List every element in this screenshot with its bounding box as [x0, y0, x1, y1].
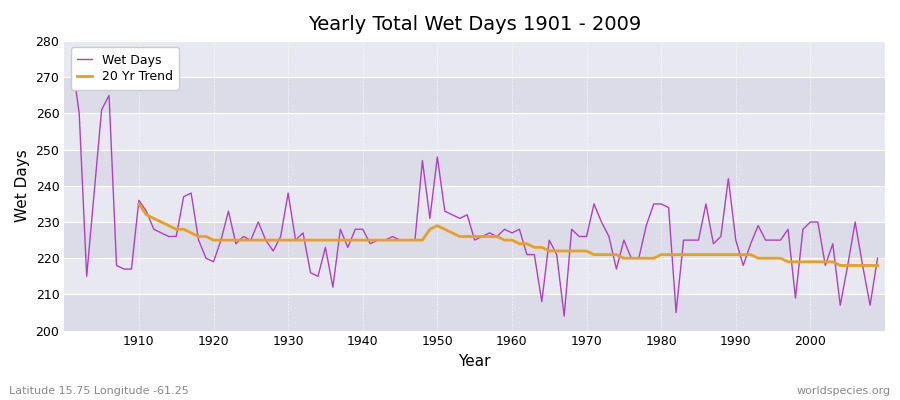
20 Yr Trend	[514, 241, 525, 246]
Wet Days	[872, 256, 883, 261]
Bar	[64, 294, 885, 330]
Text: Latitude 15.75 Longitude -61.25: Latitude 15.75 Longitude -61.25	[9, 386, 189, 396]
Bar	[64, 114, 885, 150]
Wet Days	[126, 267, 137, 272]
Wet Days	[559, 314, 570, 318]
Bar	[64, 77, 885, 114]
Bar	[64, 150, 885, 186]
Bar	[64, 186, 885, 222]
Bar	[64, 222, 885, 258]
Wet Days	[604, 234, 615, 239]
Title: Yearly Total Wet Days 1901 - 2009: Yearly Total Wet Days 1901 - 2009	[308, 15, 642, 34]
Line: Wet Days: Wet Days	[72, 59, 878, 316]
X-axis label: Year: Year	[458, 354, 491, 369]
20 Yr Trend	[275, 238, 286, 242]
Wet Days	[290, 238, 301, 242]
Wet Days	[507, 230, 517, 235]
Wet Days	[67, 57, 77, 62]
20 Yr Trend	[133, 202, 144, 206]
Wet Days	[500, 227, 510, 232]
Bar	[64, 258, 885, 294]
20 Yr Trend	[813, 260, 824, 264]
20 Yr Trend	[305, 238, 316, 242]
Wet Days	[335, 227, 346, 232]
20 Yr Trend	[872, 263, 883, 268]
20 Yr Trend	[573, 248, 584, 253]
Legend: Wet Days, 20 Yr Trend: Wet Days, 20 Yr Trend	[70, 47, 179, 90]
Line: 20 Yr Trend: 20 Yr Trend	[139, 204, 878, 266]
20 Yr Trend	[835, 263, 846, 268]
Text: worldspecies.org: worldspecies.org	[796, 386, 891, 396]
Bar	[64, 41, 885, 77]
20 Yr Trend	[842, 263, 853, 268]
Y-axis label: Wet Days: Wet Days	[15, 150, 30, 222]
